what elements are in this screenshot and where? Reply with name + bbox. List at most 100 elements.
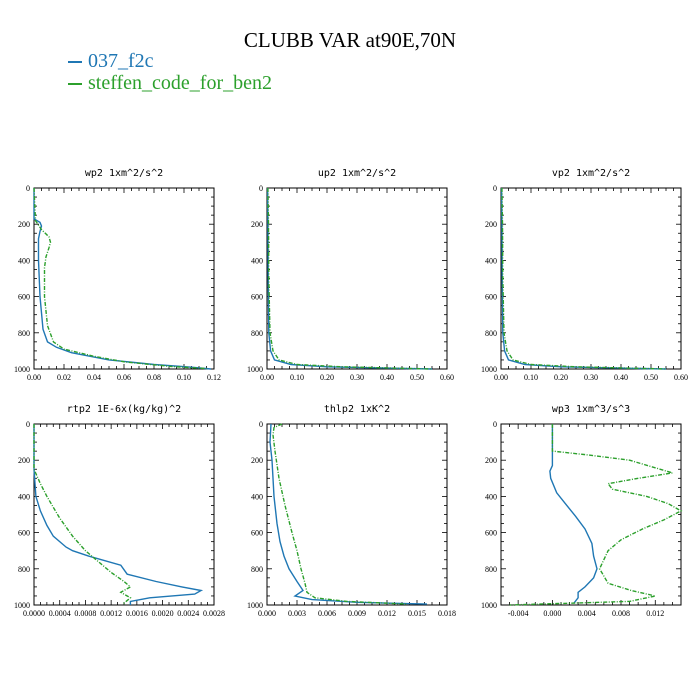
plot-frame [500,423,682,606]
x-tick-label: 0.015 [408,609,426,618]
y-tick-label: 0 [493,184,497,193]
legend-item-2: steffen_code_for_ben2 [68,72,272,95]
x-tick-label: 0.60 [674,373,688,382]
x-tick-label: 0.06 [117,373,131,382]
y-tick-label: 200 [18,220,30,229]
y-tick-label: 200 [251,456,263,465]
x-tick-label: 0.10 [177,373,191,382]
x-tick-label: 0.20 [320,373,334,382]
x-tick-label: 0.0024 [177,609,199,618]
y-tick-label: 200 [485,220,497,229]
y-tick-label: 800 [485,329,497,338]
x-tick-label: 0.60 [440,373,454,382]
x-tick-label: 0.30 [584,373,598,382]
y-tick-label: 400 [18,492,30,501]
series-line-steffen-code-for-ben2 [33,424,132,605]
y-tick-label: 600 [485,293,497,302]
x-tick-label: 0.006 [318,609,336,618]
plot-frame [266,187,448,370]
panel-title: wp2 1xm^2/s^2 [85,168,163,179]
series-line-037-f2c [269,423,428,605]
x-tick-label: 0.30 [350,373,364,382]
legend-label: steffen_code_for_ben2 [88,72,273,94]
x-tick-label: 0.50 [410,373,424,382]
y-tick-label: 600 [485,529,497,538]
x-tick-label: -0.004 [508,609,529,618]
x-tick-label: 0.50 [644,373,658,382]
y-tick-label: 1000 [481,365,497,374]
x-tick-label: 0.0016 [126,609,148,618]
x-tick-label: 0.0004 [49,609,71,618]
y-tick-label: 600 [251,293,263,302]
x-tick-label: 0.08 [147,373,161,382]
x-tick-label: 0.00 [27,373,41,382]
x-tick-label: 0.00 [260,373,274,382]
x-tick-label: 0.003 [288,609,306,618]
y-tick-label: 400 [18,256,30,265]
y-tick-label: 1000 [14,601,30,610]
panel-title: vp2 1xm^2/s^2 [552,168,630,179]
y-tick-label: 1000 [481,601,497,610]
x-tick-label: 0.00 [494,373,508,382]
x-tick-label: 0.0020 [152,609,174,618]
y-tick-label: 400 [251,256,263,265]
y-tick-label: 1000 [247,601,263,610]
series-line-037-f2c [549,424,598,604]
x-tick-label: 0.12 [207,373,221,382]
x-tick-label: 0.008 [612,609,630,618]
y-tick-label: 800 [251,565,263,574]
x-tick-label: 0.0028 [203,609,225,618]
y-tick-label: 1000 [14,365,30,374]
x-tick-label: 0.0008 [74,609,96,618]
panel-title: up2 1xm^2/s^2 [318,168,396,179]
y-tick-label: 1000 [247,365,263,374]
y-tick-label: 800 [18,329,30,338]
y-tick-label: 800 [18,565,30,574]
x-tick-label: 0.40 [380,373,394,382]
y-tick-label: 200 [251,220,263,229]
x-tick-label: 0.018 [438,609,456,618]
legend-label: 037_f2c [88,50,154,72]
panel-title: thlp2 1xK^2 [324,404,390,415]
y-tick-label: 0 [259,420,263,429]
x-tick-label: 0.04 [87,373,101,382]
y-tick-label: 400 [251,492,263,501]
x-tick-label: 0.012 [378,609,396,618]
legend-item-1: 037_f2c [68,50,154,73]
series-line-steffen-code-for-ben2 [272,423,408,605]
x-tick-label: 0.009 [348,609,366,618]
x-tick-label: 0.0000 [23,609,45,618]
legend-swatch [68,61,82,64]
y-tick-label: 400 [485,256,497,265]
chart-panel-6: wp3 1xm^3/s^3 0 200 400 600 800 1000 -0.004 0.00… [481,404,683,618]
x-tick-label: 0.40 [614,373,628,382]
x-tick-label: 0.000 [258,609,276,618]
y-tick-label: 0 [26,184,30,193]
y-tick-label: 0 [26,420,30,429]
y-tick-label: 600 [18,529,30,538]
x-tick-label: 0.10 [290,373,304,382]
y-tick-label: 200 [18,456,30,465]
legend-swatch [68,83,82,86]
series-line-037-f2c [266,187,433,370]
x-tick-label: 0.0012 [100,609,122,618]
y-tick-label: 800 [251,329,263,338]
plot-frame [500,187,682,370]
plot-frame [33,187,215,370]
y-tick-label: 400 [485,492,497,501]
series-line-steffen-code-for-ben2 [267,187,433,370]
series-line-steffen-code-for-ben2 [33,187,207,370]
y-tick-label: 0 [259,184,263,193]
y-tick-label: 800 [485,565,497,574]
y-tick-label: 600 [251,529,263,538]
panel-title: wp3 1xm^3/s^3 [552,404,630,415]
x-tick-label: 0.012 [646,609,664,618]
panel-title: rtp2 1E-6x(kg/kg)^2 [67,404,181,415]
x-tick-label: 0.004 [578,609,596,618]
x-tick-label: 0.20 [554,373,568,382]
